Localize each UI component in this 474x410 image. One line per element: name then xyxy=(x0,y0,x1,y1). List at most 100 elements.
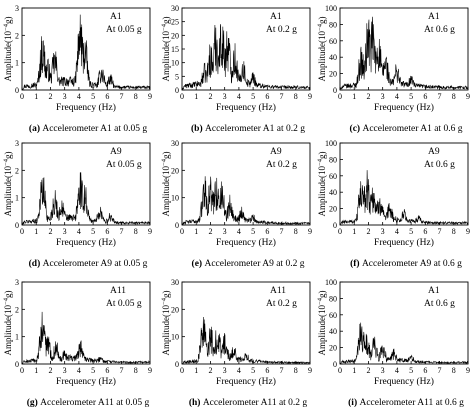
y-tick-label: 30 xyxy=(171,139,179,148)
x-axis-label: Frequency (Hz) xyxy=(56,237,116,248)
x-tick-label: 9 xyxy=(148,366,152,375)
y-tick-label: 20 xyxy=(329,70,337,79)
x-tick-label: 6 xyxy=(423,92,427,101)
x-axis-label: Frequency (Hz) xyxy=(216,102,276,113)
x-tick-label: 6 xyxy=(105,227,109,236)
panel-caption-text: Accelerometer A1 at 0.6 g xyxy=(362,124,462,134)
y-axis-label-text: Amplitude(10 xyxy=(3,30,13,81)
panel-letter: (e) xyxy=(192,258,205,269)
spectrum-series xyxy=(181,176,311,226)
y-axis-label-exponent: −4 xyxy=(317,297,324,305)
y-axis-label: Amplitude(10−4g) xyxy=(3,291,14,356)
x-tick-label: 6 xyxy=(265,227,269,236)
panel-letter: (b) xyxy=(191,123,205,134)
y-axis-label: Amplitude(10−4g) xyxy=(3,152,14,217)
x-tick-label: 2 xyxy=(208,227,212,236)
y-tick-label: 0 xyxy=(15,360,19,369)
y-tick-label: 100 xyxy=(325,4,337,13)
x-tick-label: 6 xyxy=(105,366,109,375)
panel-letter: (h) xyxy=(189,397,203,408)
y-tick-label: 30 xyxy=(171,4,179,13)
y-axis-label-exponent: −4 xyxy=(317,158,324,166)
spectrum-series xyxy=(21,311,151,365)
x-tick-label: 7 xyxy=(438,92,442,101)
y-tick-label: 20 xyxy=(171,166,179,175)
x-tick-label: 7 xyxy=(120,92,124,101)
panel-caption: (f) Accelerometer A9 at 0.6 g xyxy=(350,258,462,269)
inset-sensor-label: A11 xyxy=(110,286,126,296)
inset-level-label: At 0.05 g xyxy=(106,160,142,170)
y-axis-label: Amplitude(10−4g) xyxy=(161,291,172,356)
y-tick-label: 20 xyxy=(329,205,337,214)
x-tick-label: 0 xyxy=(180,227,184,236)
y-tick-label: 2 xyxy=(15,31,19,40)
panel-letter: (c) xyxy=(350,123,363,134)
inset-level-label: At 0.05 g xyxy=(106,25,142,35)
inset-level-label: At 0.6 g xyxy=(424,25,455,35)
x-tick-label: 4 xyxy=(395,92,399,101)
x-tick-label: 2 xyxy=(208,92,212,101)
y-tick-label: 0 xyxy=(15,221,19,230)
x-tick-label: 9 xyxy=(466,227,470,236)
x-axis-label: Frequency (Hz) xyxy=(216,237,276,248)
y-axis-label: Amplitude(10−4g) xyxy=(3,17,14,82)
panel-caption: (d) Accelerometer A9 at 0.05 g xyxy=(29,258,148,269)
x-tick-label: 4 xyxy=(395,227,399,236)
y-axis-label-unit: g) xyxy=(161,291,171,299)
y-tick-label: 60 xyxy=(329,37,337,46)
x-tick-label: 9 xyxy=(308,366,312,375)
panel-letter: (i) xyxy=(348,397,359,408)
y-tick-label: 60 xyxy=(329,311,337,320)
panel-caption-text: Accelerometer A11 at 0.05 g xyxy=(40,398,149,408)
x-tick-label: 5 xyxy=(251,92,255,101)
plot-frame xyxy=(21,7,151,91)
y-tick-label: 10 xyxy=(171,59,179,68)
y-tick-label: 30 xyxy=(171,278,179,287)
x-tick-label: 4 xyxy=(395,366,399,375)
inset-sensor-label: A9 xyxy=(110,147,122,157)
spectrum-series xyxy=(339,16,469,91)
inset-sensor-label: A11 xyxy=(270,286,286,296)
x-tick-label: 7 xyxy=(438,366,442,375)
panel-letter: (f) xyxy=(350,258,362,269)
y-tick-label: 1 xyxy=(15,59,19,68)
chart-panel-4: 0 1 2 3 4 5 6 7 8 9 0 10 20 30 Frequency (Hz) Amplitude… xyxy=(161,139,313,269)
x-tick-label: 0 xyxy=(338,92,342,101)
y-tick-label: 0 xyxy=(175,86,179,95)
panel-caption-text: Accelerometer A1 at 0.05 g xyxy=(42,124,147,134)
y-axis-label-unit: g) xyxy=(317,152,327,160)
x-tick-label: 6 xyxy=(265,92,269,101)
panel-caption: (g) Accelerometer A11 at 0.05 g xyxy=(27,397,150,408)
y-tick-label: 80 xyxy=(329,20,337,29)
plot-frame xyxy=(339,281,469,365)
spectrum-series xyxy=(21,172,151,226)
panel-caption-text: Accelerometer A9 at 0.05 g xyxy=(43,259,148,269)
inset-sensor-label: A9 xyxy=(270,147,282,157)
x-tick-label: 7 xyxy=(280,366,284,375)
x-tick-label: 6 xyxy=(423,227,427,236)
spectrum-series xyxy=(339,322,469,365)
x-tick-label: 3 xyxy=(381,92,385,101)
panel-caption: (c) Accelerometer A1 at 0.6 g xyxy=(350,123,463,134)
spectrum-series xyxy=(181,24,311,91)
y-tick-label: 40 xyxy=(329,53,337,62)
x-tick-label: 2 xyxy=(208,366,212,375)
x-tick-label: 8 xyxy=(452,366,456,375)
x-tick-label: 1 xyxy=(194,92,198,101)
y-tick-label: 15 xyxy=(171,45,179,54)
panel-caption: (a) Accelerometer A1 at 0.05 g xyxy=(29,123,147,134)
x-tick-label: 7 xyxy=(280,92,284,101)
x-tick-label: 9 xyxy=(148,227,152,236)
x-tick-label: 5 xyxy=(91,92,95,101)
chart-panel-2: 0 1 2 3 4 5 6 7 8 9 0 20 40 60 80 100 Frequency (Hz) Ampl… xyxy=(317,4,471,134)
x-tick-label: 2 xyxy=(48,366,52,375)
x-tick-label: 8 xyxy=(452,92,456,101)
x-tick-label: 3 xyxy=(63,92,67,101)
y-axis-label-exponent: −4 xyxy=(317,23,324,31)
x-tick-label: 9 xyxy=(466,366,470,375)
x-tick-label: 9 xyxy=(308,92,312,101)
panel-letter: (a) xyxy=(29,123,42,134)
x-tick-label: 8 xyxy=(294,227,298,236)
